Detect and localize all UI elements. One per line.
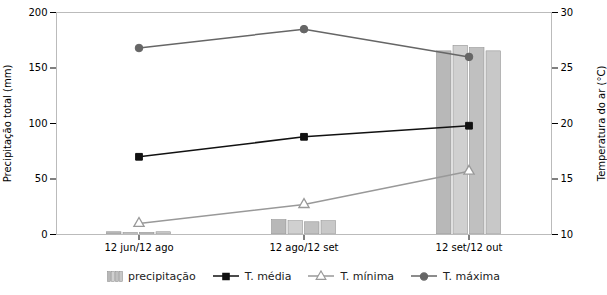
svg-text:15: 15 [561, 173, 574, 184]
html-text:T. mínima: T. mínima [340, 269, 395, 283]
html-text:T. média: T. média [244, 269, 292, 283]
svg-text:10: 10 [561, 229, 574, 240]
svg-text:12 jun/12 ago: 12 jun/12 ago [104, 242, 173, 253]
svg-text:12 ago/12 set: 12 ago/12 set [269, 242, 338, 253]
svg-text:12 set/12 out: 12 set/12 out [436, 242, 503, 253]
svg-text:100: 100 [28, 118, 47, 129]
svg-text:20: 20 [561, 118, 574, 129]
svg-text:150: 150 [28, 62, 47, 73]
svg-text:25: 25 [561, 62, 574, 73]
svg-text:Precipitação total (mm): Precipitação total (mm) [2, 65, 13, 183]
html-text:T. máxima: T. máxima [443, 269, 500, 283]
svg-text:0: 0 [41, 229, 47, 240]
svg-text:Temperatura do ar (°C): Temperatura do ar (°C) [596, 66, 607, 183]
svg-text:30: 30 [561, 7, 574, 18]
svg-text:200: 200 [28, 7, 47, 18]
svg-text:50: 50 [35, 173, 48, 184]
html-text:precipitação: precipitação [128, 269, 196, 283]
